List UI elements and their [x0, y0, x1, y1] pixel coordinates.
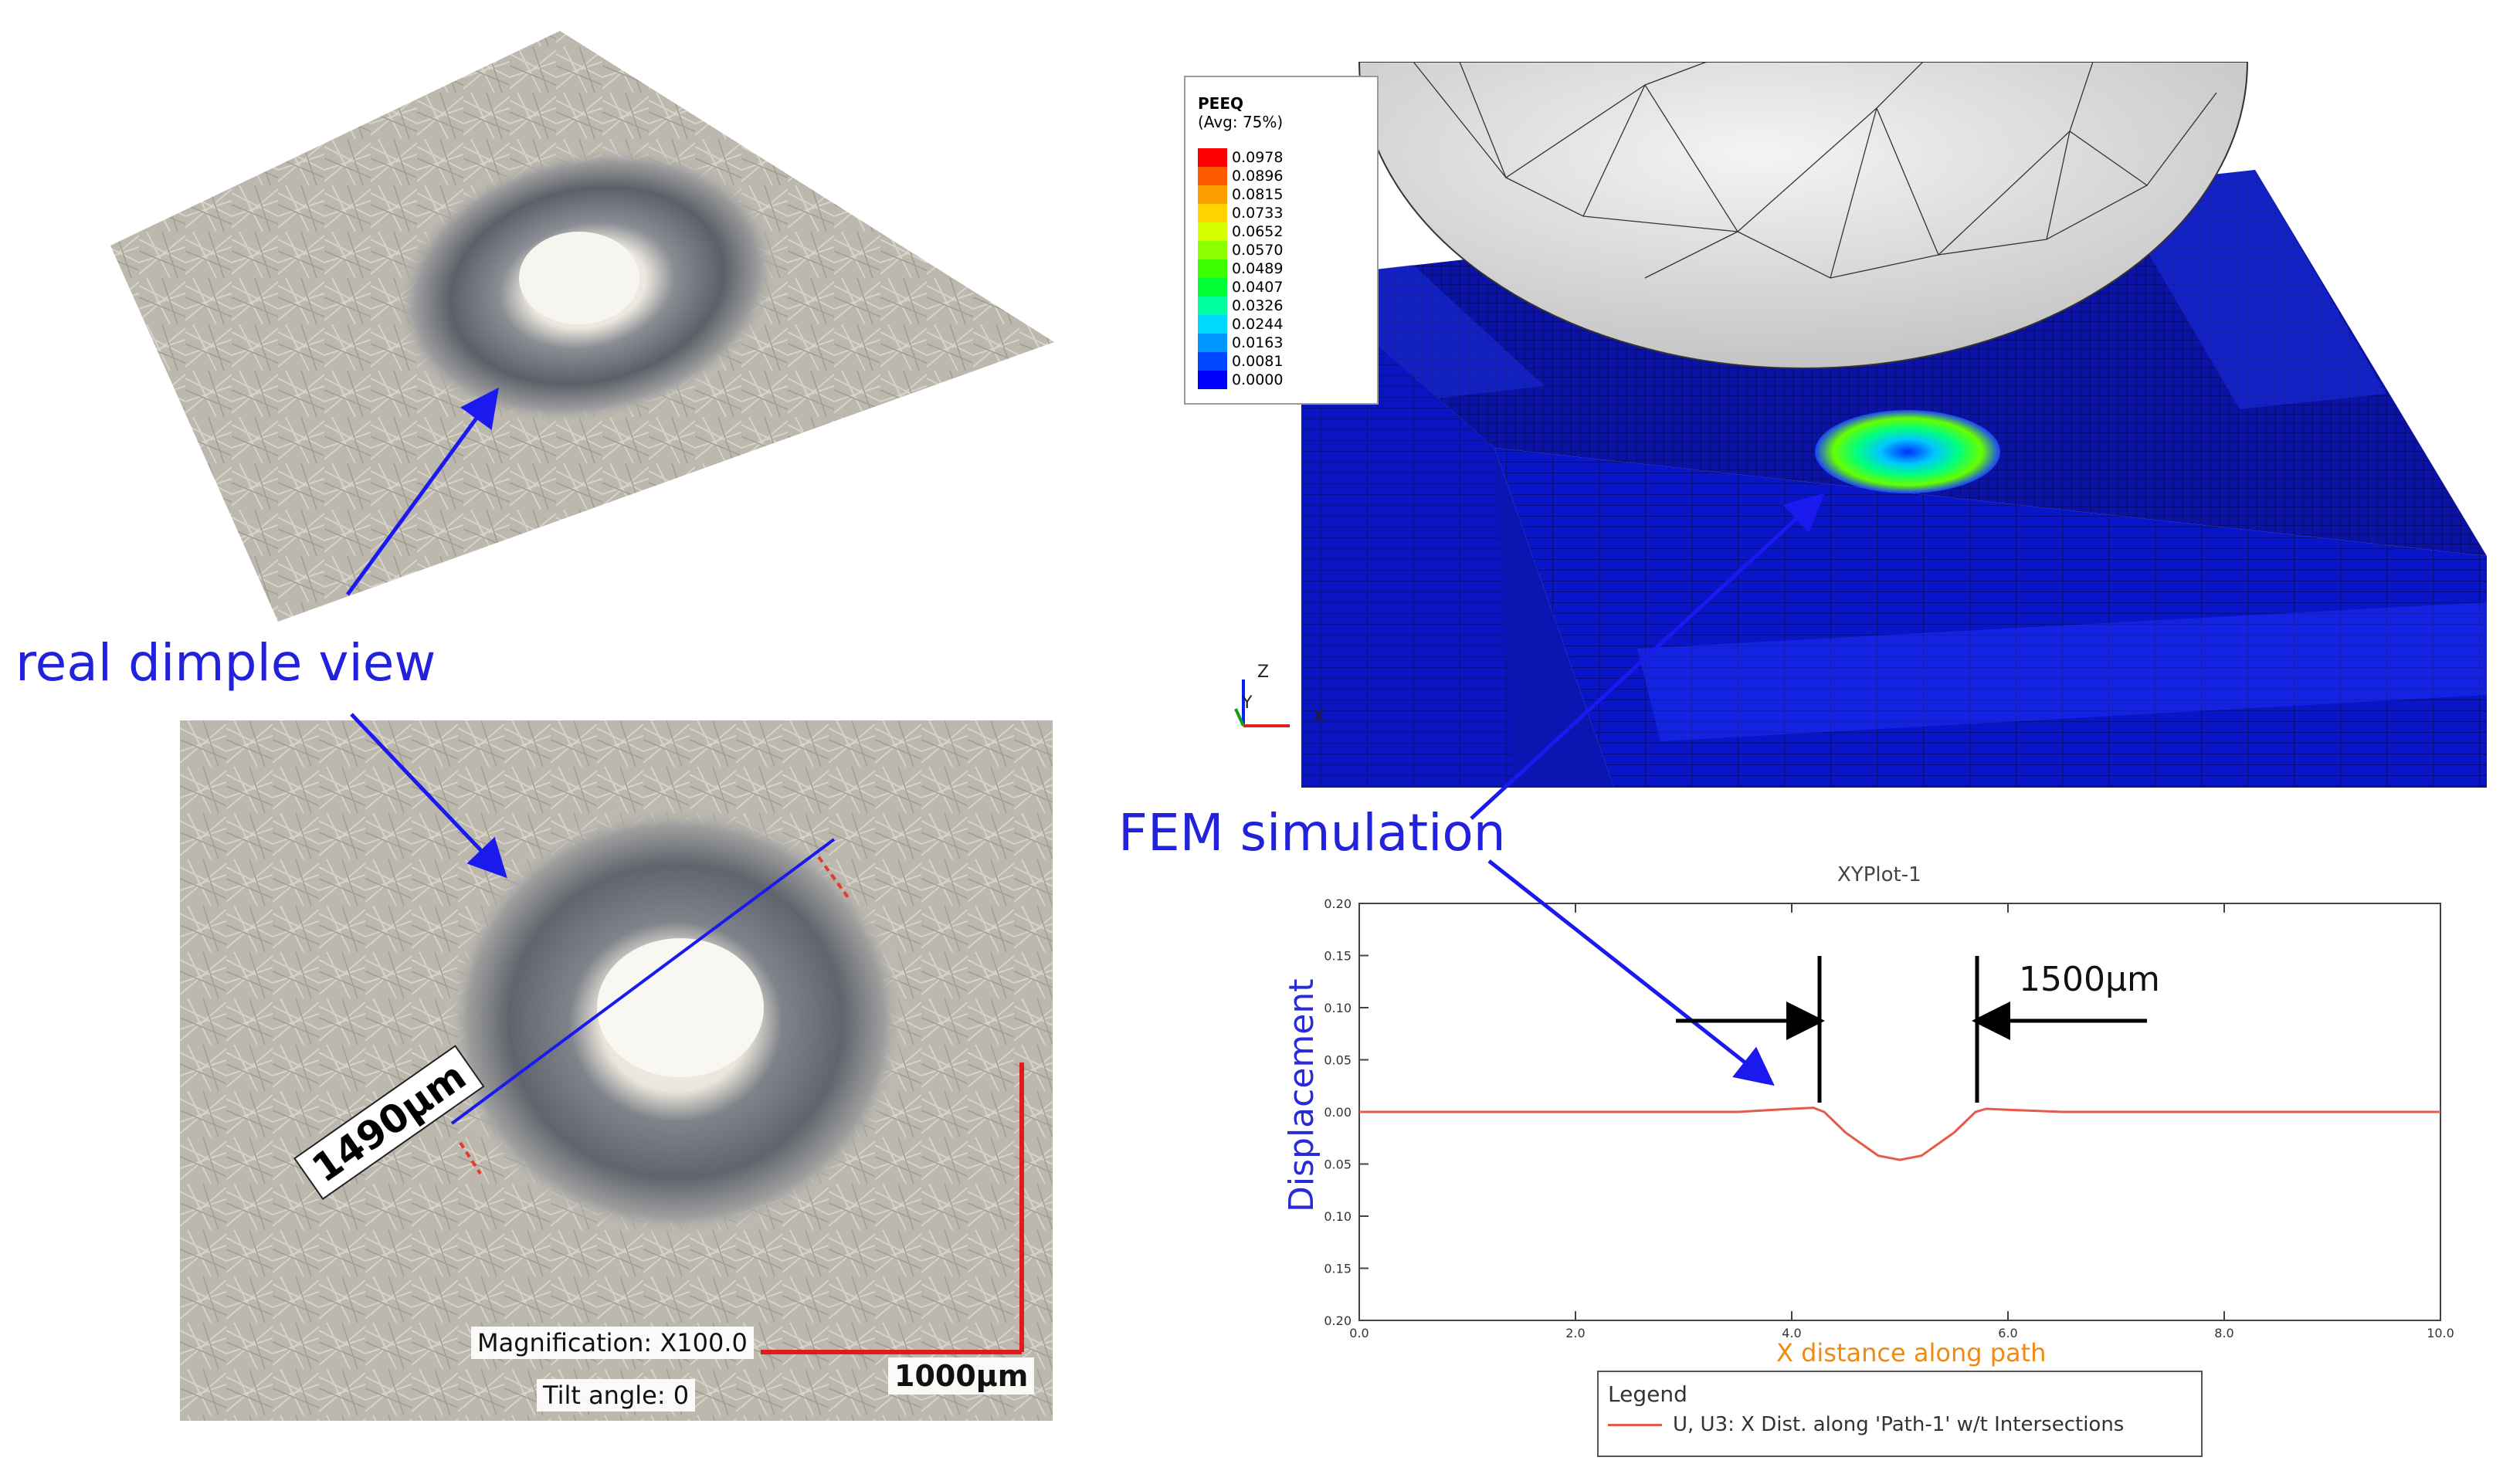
fem-simulation-callout: FEM simulation — [1118, 803, 1506, 863]
xy-plot: 0.200.150.100.050.000.050.100.150.200.0 2… — [1324, 896, 2454, 1340]
y-tick-label: 0.10 — [1324, 1001, 1352, 1015]
xy-legend-text: U, U3: X Dist. along 'Path-1' w/t Inters… — [1673, 1413, 2125, 1436]
peeq-legend-value: 0.0733 — [1232, 205, 1284, 222]
arrow-to-micrograph — [350, 713, 507, 879]
xy-plot-xlabel: X distance along path — [1776, 1338, 2047, 1367]
y-tick-label: 0.00 — [1324, 1105, 1352, 1120]
tilt-angle-label: Tilt angle: 0 — [537, 1379, 696, 1412]
xy-legend-title: Legend — [1608, 1381, 1687, 1407]
y-tick-label: 0.05 — [1324, 1053, 1352, 1068]
peeq-legend-row: 0.0733 — [1198, 204, 1283, 222]
peeq-legend-row: 0.0896 — [1198, 167, 1283, 185]
peeq-legend-swatch — [1198, 222, 1227, 241]
peeq-legend-swatch — [1198, 371, 1227, 389]
peeq-legend-swatch — [1198, 204, 1227, 222]
dimple-micrograph — [180, 720, 1053, 1421]
peeq-legend-swatch — [1198, 167, 1227, 185]
peeq-legend-value: 0.0163 — [1232, 334, 1284, 351]
triad-x-label: X — [1313, 707, 1325, 727]
peeq-legend: PEEQ (Avg: 75%) 0.0978 0.0896 0.0815 0.0733… — [1184, 76, 1379, 405]
peeq-legend-swatch — [1198, 185, 1227, 204]
peeq-legend-row: 0.0163 — [1198, 334, 1283, 352]
triad-y-label: Y — [1242, 693, 1253, 713]
peeq-legend-value: 0.0978 — [1232, 149, 1284, 166]
peeq-legend-swatch — [1198, 278, 1227, 297]
dimple-photo-tilted — [110, 31, 1054, 622]
peeq-legend-value: 0.0081 — [1232, 353, 1284, 370]
x-tick-label: 10.0 — [2427, 1326, 2454, 1340]
xy-plot-title: XYPlot-1 — [1837, 863, 1921, 886]
peeq-legend-value: 0.0652 — [1232, 223, 1284, 240]
peeq-legend-title: PEEQ — [1198, 94, 1243, 113]
fem-model-view — [1301, 62, 2487, 788]
peeq-legend-row: 0.0000 — [1198, 371, 1283, 389]
peeq-legend-row: 0.0652 — [1198, 222, 1283, 241]
x-tick-label: 2.0 — [1565, 1326, 1585, 1340]
peeq-legend-swatch — [1198, 148, 1227, 167]
x-tick-label: 0.0 — [1349, 1326, 1369, 1340]
peeq-legend-value: 0.0570 — [1232, 242, 1284, 259]
x-tick-label: 4.0 — [1782, 1326, 1801, 1340]
peeq-legend-value: 0.0244 — [1232, 316, 1284, 333]
peeq-legend-swatch — [1198, 241, 1227, 259]
peeq-legend-swatch — [1198, 315, 1227, 334]
magnification-label: Magnification: X100.0 — [471, 1327, 754, 1359]
y-tick-label: 0.05 — [1324, 1157, 1352, 1172]
y-tick-label: 0.15 — [1324, 1262, 1352, 1276]
axis-triad — [1234, 679, 1290, 727]
peeq-legend-swatch — [1198, 352, 1227, 371]
peeq-legend-subtitle: (Avg: 75%) — [1198, 113, 1284, 131]
peeq-legend-row: 0.0489 — [1198, 259, 1283, 278]
peeq-legend-value: 0.0326 — [1232, 297, 1284, 314]
xy-legend-entry: U, U3: X Dist. along 'Path-1' w/t Inters… — [1608, 1413, 2201, 1436]
dimension-label: 1500μm — [2019, 960, 2160, 999]
arrow-to-tilted-photo — [345, 387, 499, 596]
x-tick-label: 6.0 — [1998, 1326, 2017, 1340]
triad-z-label: Z — [1257, 663, 1270, 682]
peeq-legend-row: 0.0244 — [1198, 315, 1283, 334]
xy-plot-legend: Legend U, U3: X Dist. along 'Path-1' w/t… — [1597, 1371, 2203, 1457]
arrow-to-fem-spot — [1470, 493, 1825, 820]
peeq-legend-row: 0.0815 — [1198, 185, 1283, 204]
series-line — [1359, 1107, 2440, 1161]
peeq-legend-row: 0.0978 — [1198, 148, 1283, 167]
xy-legend-swatch — [1608, 1424, 1662, 1426]
peeq-legend-swatch — [1198, 334, 1227, 352]
arrow-to-plot — [1487, 859, 1775, 1086]
y-tick-label: 0.10 — [1324, 1209, 1352, 1224]
peeq-legend-row: 0.0081 — [1198, 352, 1283, 371]
scale-bar-label: 1000μm — [888, 1357, 1035, 1395]
peeq-legend-row: 0.0570 — [1198, 241, 1283, 259]
peeq-legend-swatch — [1198, 297, 1227, 315]
y-tick-label: 0.20 — [1324, 1313, 1352, 1328]
peeq-legend-value: 0.0815 — [1232, 186, 1284, 203]
x-tick-label: 8.0 — [2214, 1326, 2233, 1340]
y-tick-label: 0.15 — [1324, 949, 1352, 964]
peeq-legend-value: 0.0407 — [1232, 279, 1284, 296]
peeq-legend-value: 0.0489 — [1232, 260, 1284, 277]
diameter-measure-line — [450, 838, 1024, 1354]
real-dimple-callout: real dimple view — [15, 633, 436, 693]
peeq-legend-value: 0.0000 — [1232, 371, 1284, 388]
peeq-legend-swatch — [1198, 259, 1227, 278]
peeq-legend-row: 0.0326 — [1198, 297, 1283, 315]
peeq-legend-value: 0.0896 — [1232, 168, 1284, 185]
y-tick-label: 0.20 — [1324, 896, 1352, 911]
peeq-legend-row: 0.0407 — [1198, 278, 1283, 297]
